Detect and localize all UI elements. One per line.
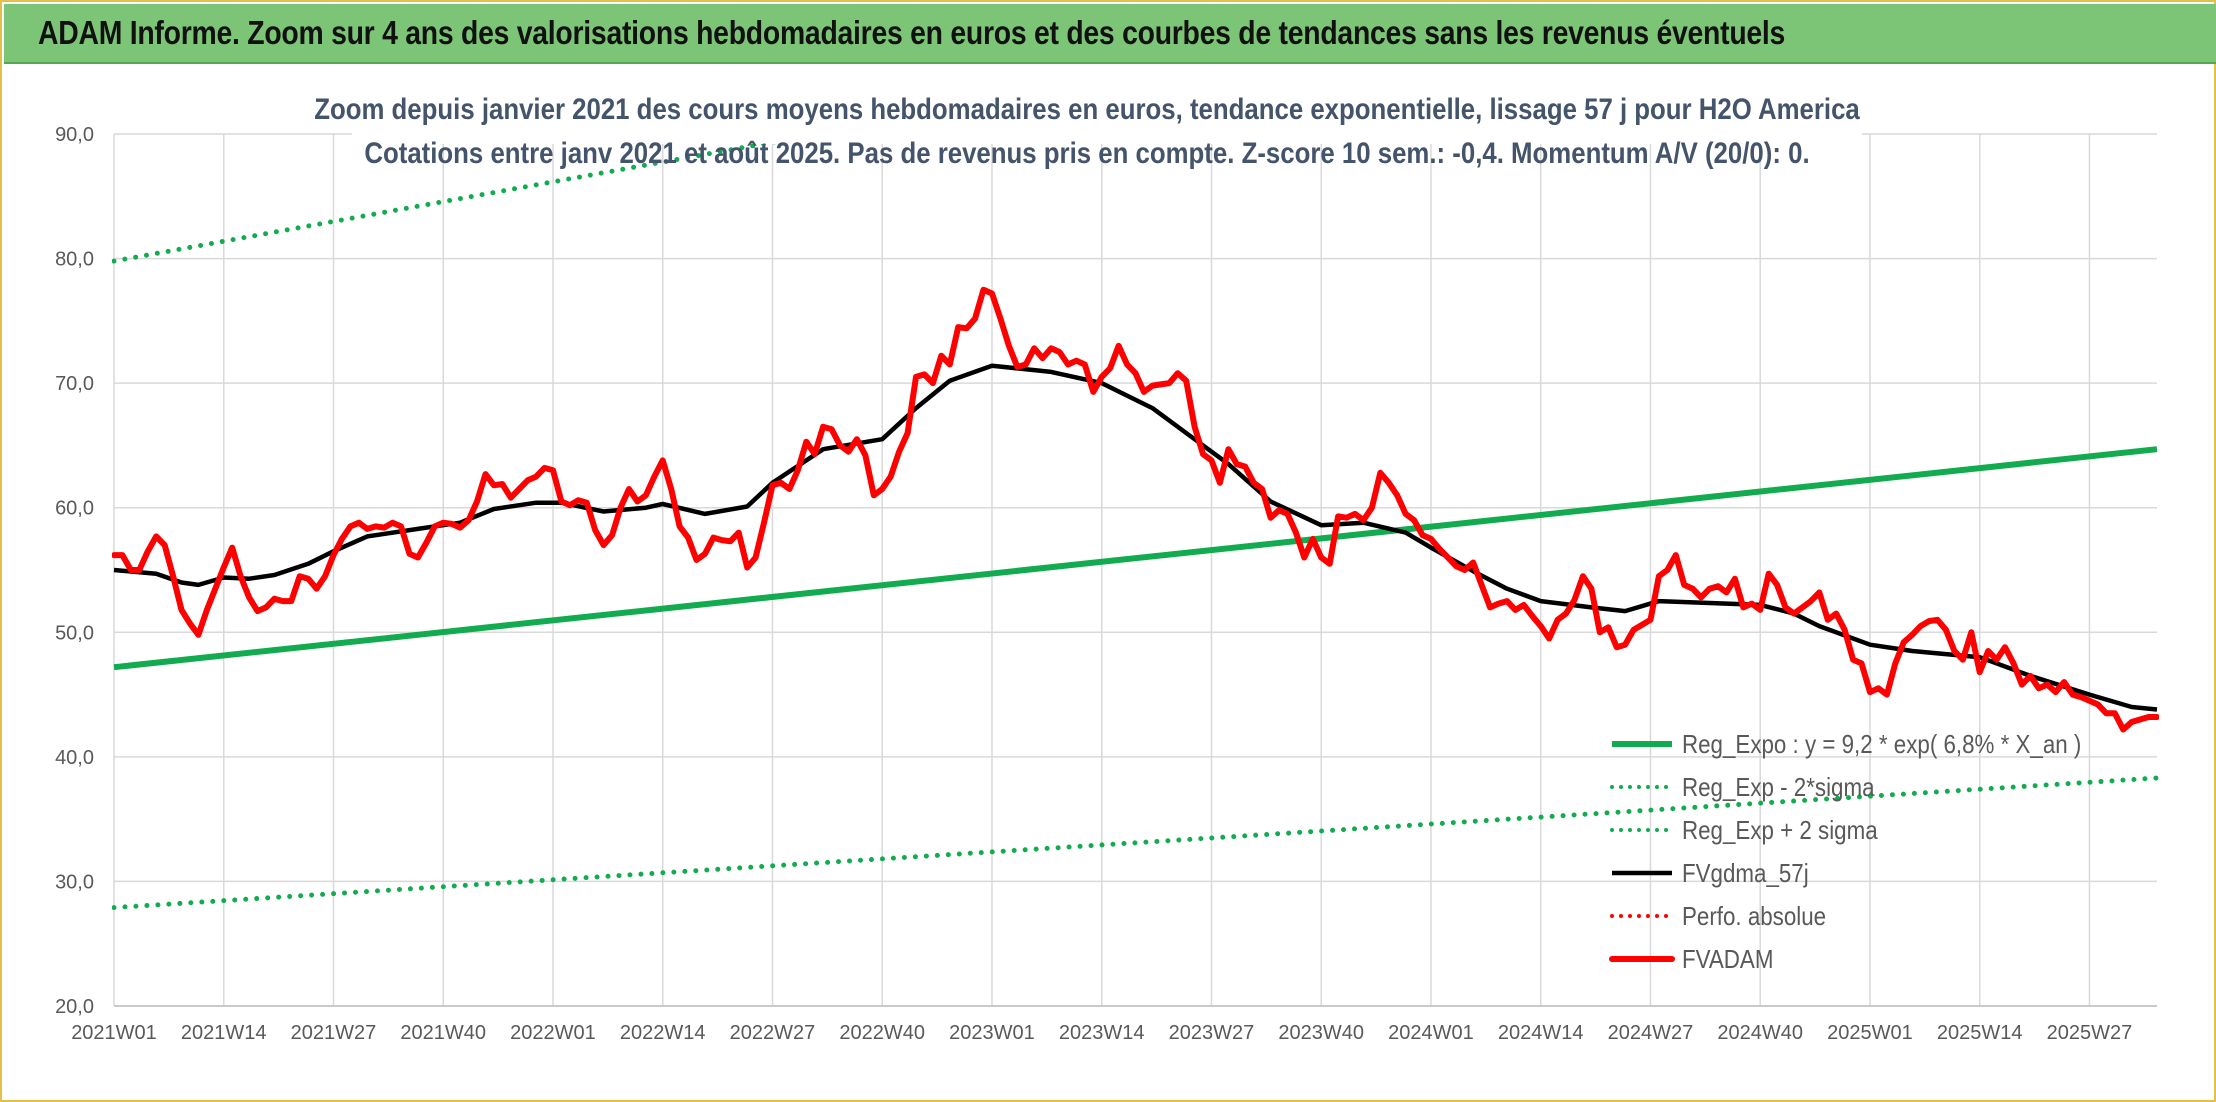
chart-title-block: Zoom depuis janvier 2021 des cours moyen… [314, 64, 1862, 169]
y-tick-label: 60,0 [55, 498, 94, 520]
chart-title-line-1: Zoom depuis janvier 2021 des cours moyen… [314, 92, 1860, 125]
chart-title-background [352, 64, 1862, 144]
y-tick-label: 30,0 [55, 871, 94, 893]
y-tick-label: 50,0 [55, 622, 94, 644]
report-banner: ADAM Informe. Zoom sur 4 ans des valoris… [4, 4, 2216, 64]
x-tick-label: 2024W27 [1608, 1022, 1694, 1044]
x-tick-label: 2023W01 [949, 1022, 1035, 1044]
x-tick-label: 2021W27 [291, 1022, 377, 1044]
legend-label-reg-expo-y-9-2-exp-6-8-x-an: Reg_Expo : y = 9,2 * exp( 6,8% * X_an ) [1682, 730, 2081, 759]
report-title: ADAM Informe. Zoom sur 4 ans des valoris… [38, 14, 1786, 51]
legend-label-reg-exp-2-sigma: Reg_Exp + 2 sigma [1682, 816, 1878, 845]
x-tick-label: 2022W14 [620, 1022, 706, 1044]
x-tick-label: 2021W40 [400, 1022, 486, 1044]
chart-title-line-2: Cotations entre janv 2021 et août 2025. … [364, 136, 1809, 169]
x-tick-label: 2025W14 [1937, 1022, 2023, 1044]
x-tick-label: 2022W27 [730, 1022, 816, 1044]
x-tick-label: 2025W01 [1827, 1022, 1913, 1044]
series-line-fvadam [112, 286, 2159, 733]
x-tick-label: 2022W01 [510, 1022, 596, 1044]
y-tick-label: 80,0 [55, 249, 94, 271]
x-tick-label: 2024W01 [1388, 1022, 1474, 1044]
legend-label-fvgdma-57j: FVgdma_57j [1682, 859, 1809, 888]
x-tick-label: 2023W14 [1059, 1022, 1145, 1044]
x-tick-label: 2023W40 [1278, 1022, 1364, 1044]
x-tick-label: 2024W40 [1717, 1022, 1803, 1044]
y-tick-label: 40,0 [55, 747, 94, 769]
x-tick-label: 2021W14 [181, 1022, 267, 1044]
legend-label-fvadam: FVADAM [1682, 945, 1773, 974]
y-tick-label: 70,0 [55, 373, 94, 395]
x-tick-label: 2024W14 [1498, 1022, 1584, 1044]
series-layer [112, 132, 2159, 911]
line-chart: Zoom depuis janvier 2021 des cours moyen… [55, 64, 2159, 1044]
legend: Reg_Expo : y = 9,2 * exp( 6,8% * X_an ) R… [1609, 730, 2081, 974]
series-line-fvgdma-57j [113, 363, 2158, 712]
y-tick-label: 90,0 [55, 124, 94, 146]
x-tick-label: 2025W27 [2047, 1022, 2133, 1044]
y-tick-label: 20,0 [55, 996, 94, 1018]
x-tick-label: 2023W27 [1169, 1022, 1255, 1044]
legend-label-perfo-absolue: Perfo. absolue [1682, 902, 1826, 931]
x-tick-label: 2022W40 [839, 1022, 925, 1044]
legend-label-reg-exp-2-sigma: Reg_Exp - 2*sigma [1682, 773, 1875, 802]
series-line-reg-expo-y-9-2-exp-6-8-x-an [113, 446, 2158, 671]
series-line-reg-exp-2-sigma [112, 775, 2159, 911]
x-tick-label: 2021W01 [71, 1022, 157, 1044]
axes: 2021W01 2021W14 2021W27 2021W40 2022W01 2022W… [55, 124, 2157, 1044]
